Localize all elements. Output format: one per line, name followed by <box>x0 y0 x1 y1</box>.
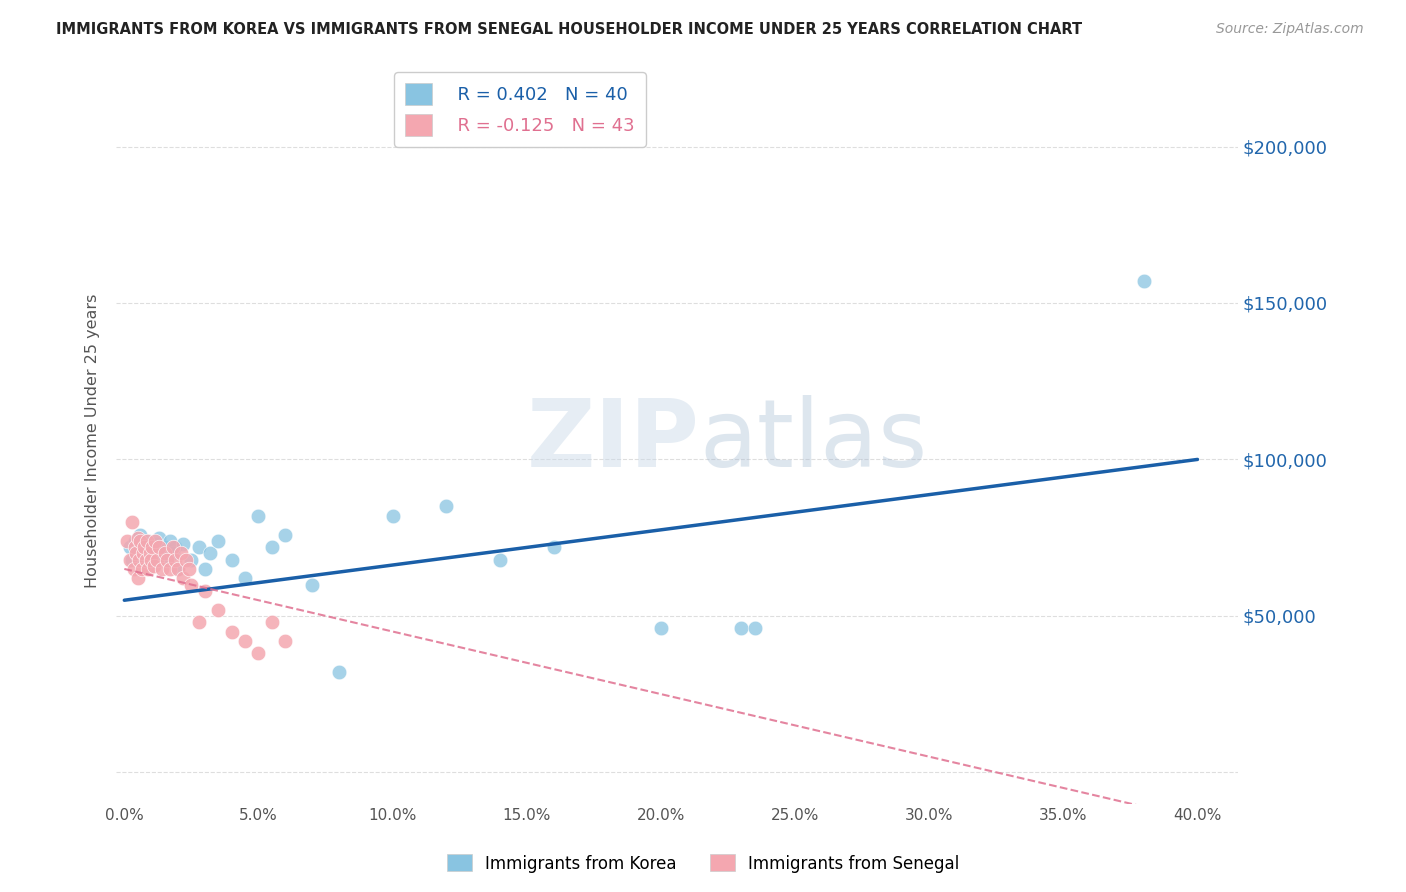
Point <box>135 552 157 566</box>
Point <box>145 537 167 551</box>
Point <box>167 562 190 576</box>
Point <box>156 552 179 566</box>
Point <box>260 615 283 629</box>
Point <box>124 540 146 554</box>
Point <box>134 540 156 554</box>
Point <box>180 577 202 591</box>
Point <box>381 508 404 523</box>
Point <box>650 621 672 635</box>
Point <box>207 533 229 548</box>
Point <box>221 552 243 566</box>
Point <box>121 552 143 566</box>
Point <box>127 531 149 545</box>
Point <box>162 540 184 554</box>
Point <box>172 571 194 585</box>
Point <box>138 562 160 576</box>
Point <box>207 602 229 616</box>
Point <box>143 533 166 548</box>
Text: ZIP: ZIP <box>527 394 699 487</box>
Y-axis label: Householder Income Under 25 years: Householder Income Under 25 years <box>86 293 100 588</box>
Point <box>124 533 146 548</box>
Point <box>180 552 202 566</box>
Point <box>167 562 190 576</box>
Legend:   R = 0.402   N = 40,   R = -0.125   N = 43: R = 0.402 N = 40, R = -0.125 N = 43 <box>394 72 645 147</box>
Point <box>148 531 170 545</box>
Point <box>177 562 200 576</box>
Point <box>153 546 176 560</box>
Point <box>118 552 141 566</box>
Point <box>141 543 163 558</box>
Text: IMMIGRANTS FROM KOREA VS IMMIGRANTS FROM SENEGAL HOUSEHOLDER INCOME UNDER 25 YEA: IMMIGRANTS FROM KOREA VS IMMIGRANTS FROM… <box>56 22 1083 37</box>
Point <box>153 540 176 554</box>
Point <box>156 552 179 566</box>
Point <box>489 552 512 566</box>
Point <box>141 540 163 554</box>
Point <box>247 647 270 661</box>
Point <box>145 552 167 566</box>
Point <box>274 527 297 541</box>
Point <box>136 533 159 548</box>
Point <box>129 527 152 541</box>
Point <box>744 621 766 635</box>
Point <box>198 546 221 560</box>
Point <box>115 533 138 548</box>
Legend: Immigrants from Korea, Immigrants from Senegal: Immigrants from Korea, Immigrants from S… <box>440 847 966 880</box>
Point <box>128 552 150 566</box>
Point <box>188 615 211 629</box>
Point <box>301 577 323 591</box>
Point <box>159 533 181 548</box>
Point <box>274 634 297 648</box>
Point <box>138 533 160 548</box>
Point <box>139 546 162 560</box>
Point <box>127 546 149 560</box>
Point <box>132 540 155 554</box>
Point <box>174 552 197 566</box>
Point <box>135 552 157 566</box>
Point <box>233 634 256 648</box>
Point <box>132 546 155 560</box>
Point <box>141 552 163 566</box>
Text: Source: ZipAtlas.com: Source: ZipAtlas.com <box>1216 22 1364 37</box>
Point <box>328 665 350 680</box>
Point <box>118 540 141 554</box>
Point <box>194 562 217 576</box>
Point <box>165 540 187 554</box>
Point <box>194 583 217 598</box>
Point <box>148 540 170 554</box>
Point <box>434 500 457 514</box>
Point <box>122 562 145 576</box>
Text: atlas: atlas <box>699 394 928 487</box>
Point <box>162 546 184 560</box>
Point <box>129 533 152 548</box>
Point <box>150 562 173 576</box>
Point <box>159 562 181 576</box>
Point <box>188 540 211 554</box>
Point <box>169 546 191 560</box>
Point <box>260 540 283 554</box>
Point <box>543 540 565 554</box>
Point <box>127 571 149 585</box>
Point <box>142 558 165 573</box>
Point <box>730 621 752 635</box>
Point <box>172 537 194 551</box>
Point <box>150 546 173 560</box>
Point <box>165 552 187 566</box>
Point <box>142 549 165 564</box>
Point <box>233 571 256 585</box>
Point <box>125 546 148 560</box>
Point <box>121 515 143 529</box>
Point <box>221 624 243 639</box>
Point <box>1133 274 1156 288</box>
Point <box>131 562 153 576</box>
Point <box>247 508 270 523</box>
